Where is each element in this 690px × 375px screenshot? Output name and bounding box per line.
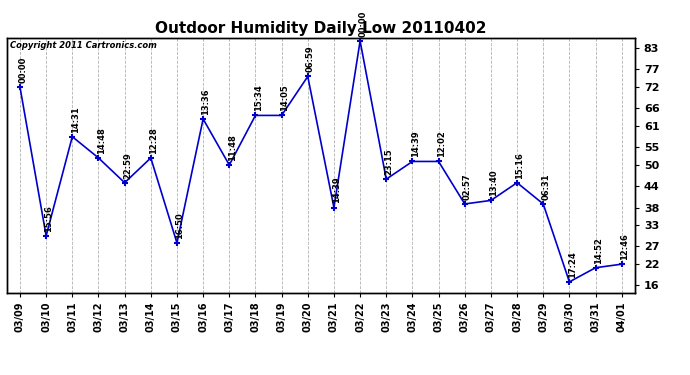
Text: Copyright 2011 Cartronics.com: Copyright 2011 Cartronics.com [10,41,157,50]
Text: 15:16: 15:16 [515,152,524,178]
Text: 16:50: 16:50 [175,212,184,239]
Text: 14:48: 14:48 [97,127,106,154]
Text: 23:15: 23:15 [384,148,393,175]
Text: 11:48: 11:48 [228,134,237,161]
Text: 14:39: 14:39 [411,130,420,157]
Text: 22:59: 22:59 [123,152,132,178]
Text: 15:56: 15:56 [44,205,53,232]
Text: 14:31: 14:31 [70,106,79,132]
Text: 02:57: 02:57 [463,173,472,200]
Text: 14:52: 14:52 [594,237,603,264]
Text: 13:36: 13:36 [201,88,210,115]
Text: 15:34: 15:34 [254,84,263,111]
Text: 00:00: 00:00 [18,57,28,83]
Text: 14:39: 14:39 [332,177,342,203]
Text: 00:00: 00:00 [358,10,367,37]
Text: 17:24: 17:24 [568,251,577,278]
Text: 12:46: 12:46 [620,233,629,260]
Text: 06:59: 06:59 [306,46,315,72]
Text: 13:40: 13:40 [489,170,498,196]
Text: 14:05: 14:05 [280,84,289,111]
Text: 06:31: 06:31 [542,173,551,200]
Text: 12:02: 12:02 [437,130,446,157]
Title: Outdoor Humidity Daily Low 20110402: Outdoor Humidity Daily Low 20110402 [155,21,486,36]
Text: 12:28: 12:28 [149,127,158,154]
